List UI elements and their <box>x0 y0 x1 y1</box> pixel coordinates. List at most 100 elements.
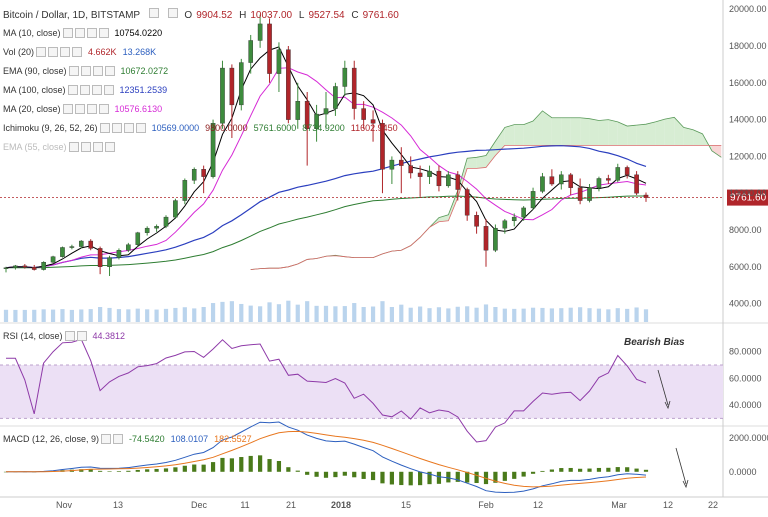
candle-body <box>343 68 347 86</box>
indicator-control-icon[interactable] <box>68 85 78 95</box>
candle-body <box>559 175 563 184</box>
indicator-control-icon[interactable] <box>75 104 85 114</box>
candle-body <box>220 68 224 123</box>
indicator-row[interactable]: MA (100, close)12351.2539 <box>0 83 167 97</box>
indicator-control-icon[interactable] <box>48 47 58 57</box>
indicator-row[interactable]: EMA (90, close)10672.0272 <box>0 64 168 78</box>
macd-settings-icon[interactable] <box>101 434 111 444</box>
candle-body <box>616 167 620 180</box>
price-tick-label: 10000.00 <box>729 188 767 198</box>
indicator-control-icon[interactable] <box>92 85 102 95</box>
candle-body <box>625 167 629 174</box>
macd-histogram-bar <box>531 472 535 474</box>
indicator-control-icon[interactable] <box>99 28 109 38</box>
indicator-control-icon[interactable] <box>93 142 103 152</box>
rsi-settings-icon[interactable] <box>65 331 75 341</box>
indicator-control-icon[interactable] <box>112 123 122 133</box>
indicator-control-icon[interactable] <box>105 66 115 76</box>
indicator-control-icon[interactable] <box>69 66 79 76</box>
volume-bar <box>625 309 629 322</box>
indicator-control-icon[interactable] <box>72 47 82 57</box>
candle-body <box>634 175 638 193</box>
candle-body <box>324 109 328 115</box>
volume-bar <box>569 308 573 322</box>
indicator-control-icon[interactable] <box>36 47 46 57</box>
volume-bar <box>522 309 526 322</box>
candle-body <box>446 175 450 186</box>
rsi-tick-label: 80.0000 <box>729 347 762 357</box>
indicator-value: 12351.2539 <box>120 83 168 97</box>
volume-bar <box>559 308 563 322</box>
ichimoku-cloud-segment <box>665 117 674 145</box>
visibility-icon[interactable] <box>168 8 178 18</box>
indicator-control-icon[interactable] <box>69 142 79 152</box>
macd-histogram-bar <box>362 472 366 479</box>
macd-histogram-bar <box>202 465 206 472</box>
candle-body <box>202 169 206 176</box>
indicator-control-icon[interactable] <box>63 104 73 114</box>
ichimoku-cloud-segment <box>514 125 523 146</box>
rsi-close-icon[interactable] <box>77 331 87 341</box>
indicator-name: MA (20, close) <box>0 102 61 116</box>
time-tick-label: 15 <box>401 500 411 510</box>
macd-close-icon[interactable] <box>113 434 123 444</box>
indicator-control-icon[interactable] <box>100 123 110 133</box>
price-tick-label: 4000.00 <box>729 299 762 309</box>
macd-histogram-bar <box>512 472 516 479</box>
indicator-control-icon[interactable] <box>136 123 146 133</box>
volume-bar <box>79 309 83 322</box>
ichimoku-cloud-segment <box>571 118 580 146</box>
indicator-value: 10569.0000 <box>152 121 200 135</box>
volume-bar <box>13 310 17 322</box>
candle-body <box>277 50 281 74</box>
volume-bar <box>484 304 488 322</box>
rsi-tick-label: 60.0000 <box>729 373 762 383</box>
ichimoku-cloud-segment <box>552 118 561 146</box>
macd-tick-label: 0.0000 <box>729 467 757 477</box>
ichimoku-cloud-segment <box>561 118 570 146</box>
macd-histogram-bar <box>183 466 187 472</box>
indicator-control-icon[interactable] <box>60 47 70 57</box>
indicator-row[interactable]: MA (20, close)10576.6130 <box>0 102 162 116</box>
indicator-row[interactable]: MA (10, close)10754.0220 <box>0 26 162 40</box>
settings-icon[interactable] <box>149 8 159 18</box>
price-tick-label: 20000.00 <box>729 4 767 14</box>
candle-body <box>173 201 177 218</box>
macd-histogram-bar <box>117 471 121 472</box>
indicator-control-icon[interactable] <box>124 123 134 133</box>
indicator-control-icon[interactable] <box>75 28 85 38</box>
indicator-control-icon[interactable] <box>63 28 73 38</box>
indicator-control-icon[interactable] <box>87 104 97 114</box>
indicator-row[interactable]: EMA (55, close) <box>0 140 115 154</box>
price-tick-label: 18000.00 <box>729 41 767 51</box>
indicator-control-icon[interactable] <box>80 85 90 95</box>
indicator-control-icon[interactable] <box>87 28 97 38</box>
macd-histogram-bar <box>267 459 271 472</box>
indicator-control-icon[interactable] <box>105 142 115 152</box>
indicator-control-icon[interactable] <box>93 66 103 76</box>
volume-bar <box>352 303 356 322</box>
candle-body <box>286 50 290 120</box>
macd-histogram-bar <box>286 467 290 472</box>
indicator-control-icon[interactable] <box>81 66 91 76</box>
price-tick-label: 6000.00 <box>729 262 762 272</box>
ichimoku-cloud-segment <box>627 125 636 145</box>
volume-bar <box>42 309 46 322</box>
candle-body <box>522 208 526 217</box>
volume-bar <box>145 309 149 322</box>
macd-histogram-bar <box>220 458 224 472</box>
price-tick-label: 8000.00 <box>729 225 762 235</box>
ichimoku-cloud-segment <box>712 145 721 157</box>
indicator-control-icon[interactable] <box>99 104 109 114</box>
macd-histogram-bar <box>352 472 356 478</box>
indicator-control-icon[interactable] <box>104 85 114 95</box>
macd-histogram-bar <box>249 456 253 472</box>
candle-body <box>98 248 102 266</box>
macd-histogram-bar <box>173 467 177 471</box>
indicator-control-icon[interactable] <box>81 142 91 152</box>
volume-bar <box>107 308 111 322</box>
candle-body <box>70 247 74 248</box>
